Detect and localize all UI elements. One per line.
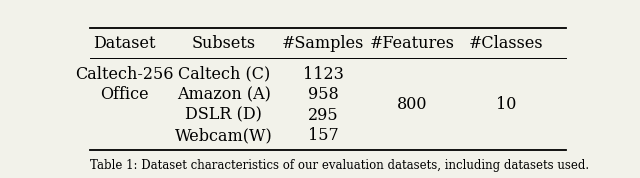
Text: 157: 157	[308, 127, 339, 144]
Text: Amazon (A): Amazon (A)	[177, 86, 271, 103]
Text: Caltech (C): Caltech (C)	[178, 66, 270, 83]
Text: Dataset: Dataset	[93, 35, 156, 53]
Text: Office: Office	[100, 86, 149, 103]
Text: 1123: 1123	[303, 66, 344, 83]
Text: 295: 295	[308, 107, 339, 124]
Text: Webcam(W): Webcam(W)	[175, 127, 273, 144]
Text: 10: 10	[497, 96, 516, 113]
Text: #Classes: #Classes	[469, 35, 544, 53]
Text: 958: 958	[308, 86, 339, 103]
Text: DSLR (D): DSLR (D)	[186, 107, 262, 124]
Text: Subsets: Subsets	[192, 35, 256, 53]
Text: Table 1: Dataset characteristics of our evaluation datasets, including datasets : Table 1: Dataset characteristics of our …	[90, 159, 589, 172]
Text: 800: 800	[397, 96, 428, 113]
Text: #Samples: #Samples	[282, 35, 364, 53]
Text: #Features: #Features	[370, 35, 455, 53]
Text: Caltech-256: Caltech-256	[76, 66, 174, 83]
